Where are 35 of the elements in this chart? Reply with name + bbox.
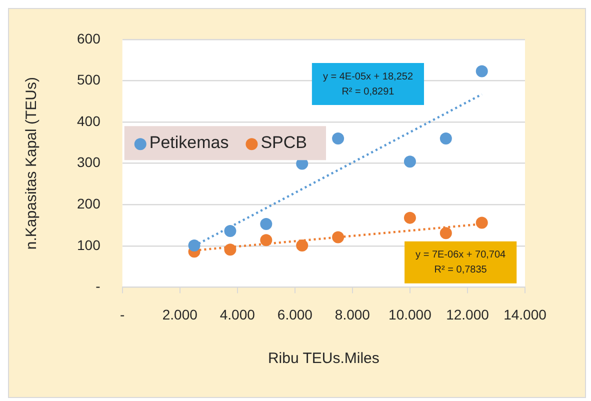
y-tick-label: 200 xyxy=(77,195,101,212)
x-tick-label: 8.000 xyxy=(334,306,370,322)
y-tick-label: 600 xyxy=(77,30,101,46)
point xyxy=(476,65,488,78)
point xyxy=(332,231,344,244)
point xyxy=(224,244,236,256)
y-tick-label: - xyxy=(96,278,101,294)
point xyxy=(404,156,416,168)
y-tick-label: 100 xyxy=(77,236,101,253)
y-tick-label: 500 xyxy=(77,72,101,88)
x-tick-label: 10.000 xyxy=(388,306,432,322)
point xyxy=(260,234,272,246)
point xyxy=(440,132,452,145)
point xyxy=(224,225,236,238)
x-axis-title: Ribu TEUs.Miles xyxy=(268,350,380,368)
annotation: y = 4E-05x + 18,252 R² = 0,8291 xyxy=(322,71,414,98)
point xyxy=(440,227,452,240)
point xyxy=(476,216,488,229)
x-tick-label: 14.000 xyxy=(504,306,547,322)
legend-label: SPCB xyxy=(260,132,308,152)
x-tick-label: 12.000 xyxy=(446,306,490,322)
point xyxy=(404,212,416,224)
legend-label: Petikemas xyxy=(149,132,229,152)
point xyxy=(188,239,200,252)
y-tick-label: 300 xyxy=(77,154,101,170)
x-tick-label: 6.000 xyxy=(277,306,313,322)
x-tick-label: - xyxy=(120,306,126,322)
x-tick-label: 4.000 xyxy=(220,306,256,322)
y-axis-title: n.Kapasitas Kapal (TEUs) xyxy=(23,77,40,250)
annotation: y = 7E-06x + 70,704 R² = 0,7835 xyxy=(416,250,506,276)
y-tick-label: 400 xyxy=(77,112,101,129)
x-tick-label: 2.000 xyxy=(162,306,198,322)
point xyxy=(260,218,272,230)
point xyxy=(296,239,308,252)
point xyxy=(332,132,344,145)
